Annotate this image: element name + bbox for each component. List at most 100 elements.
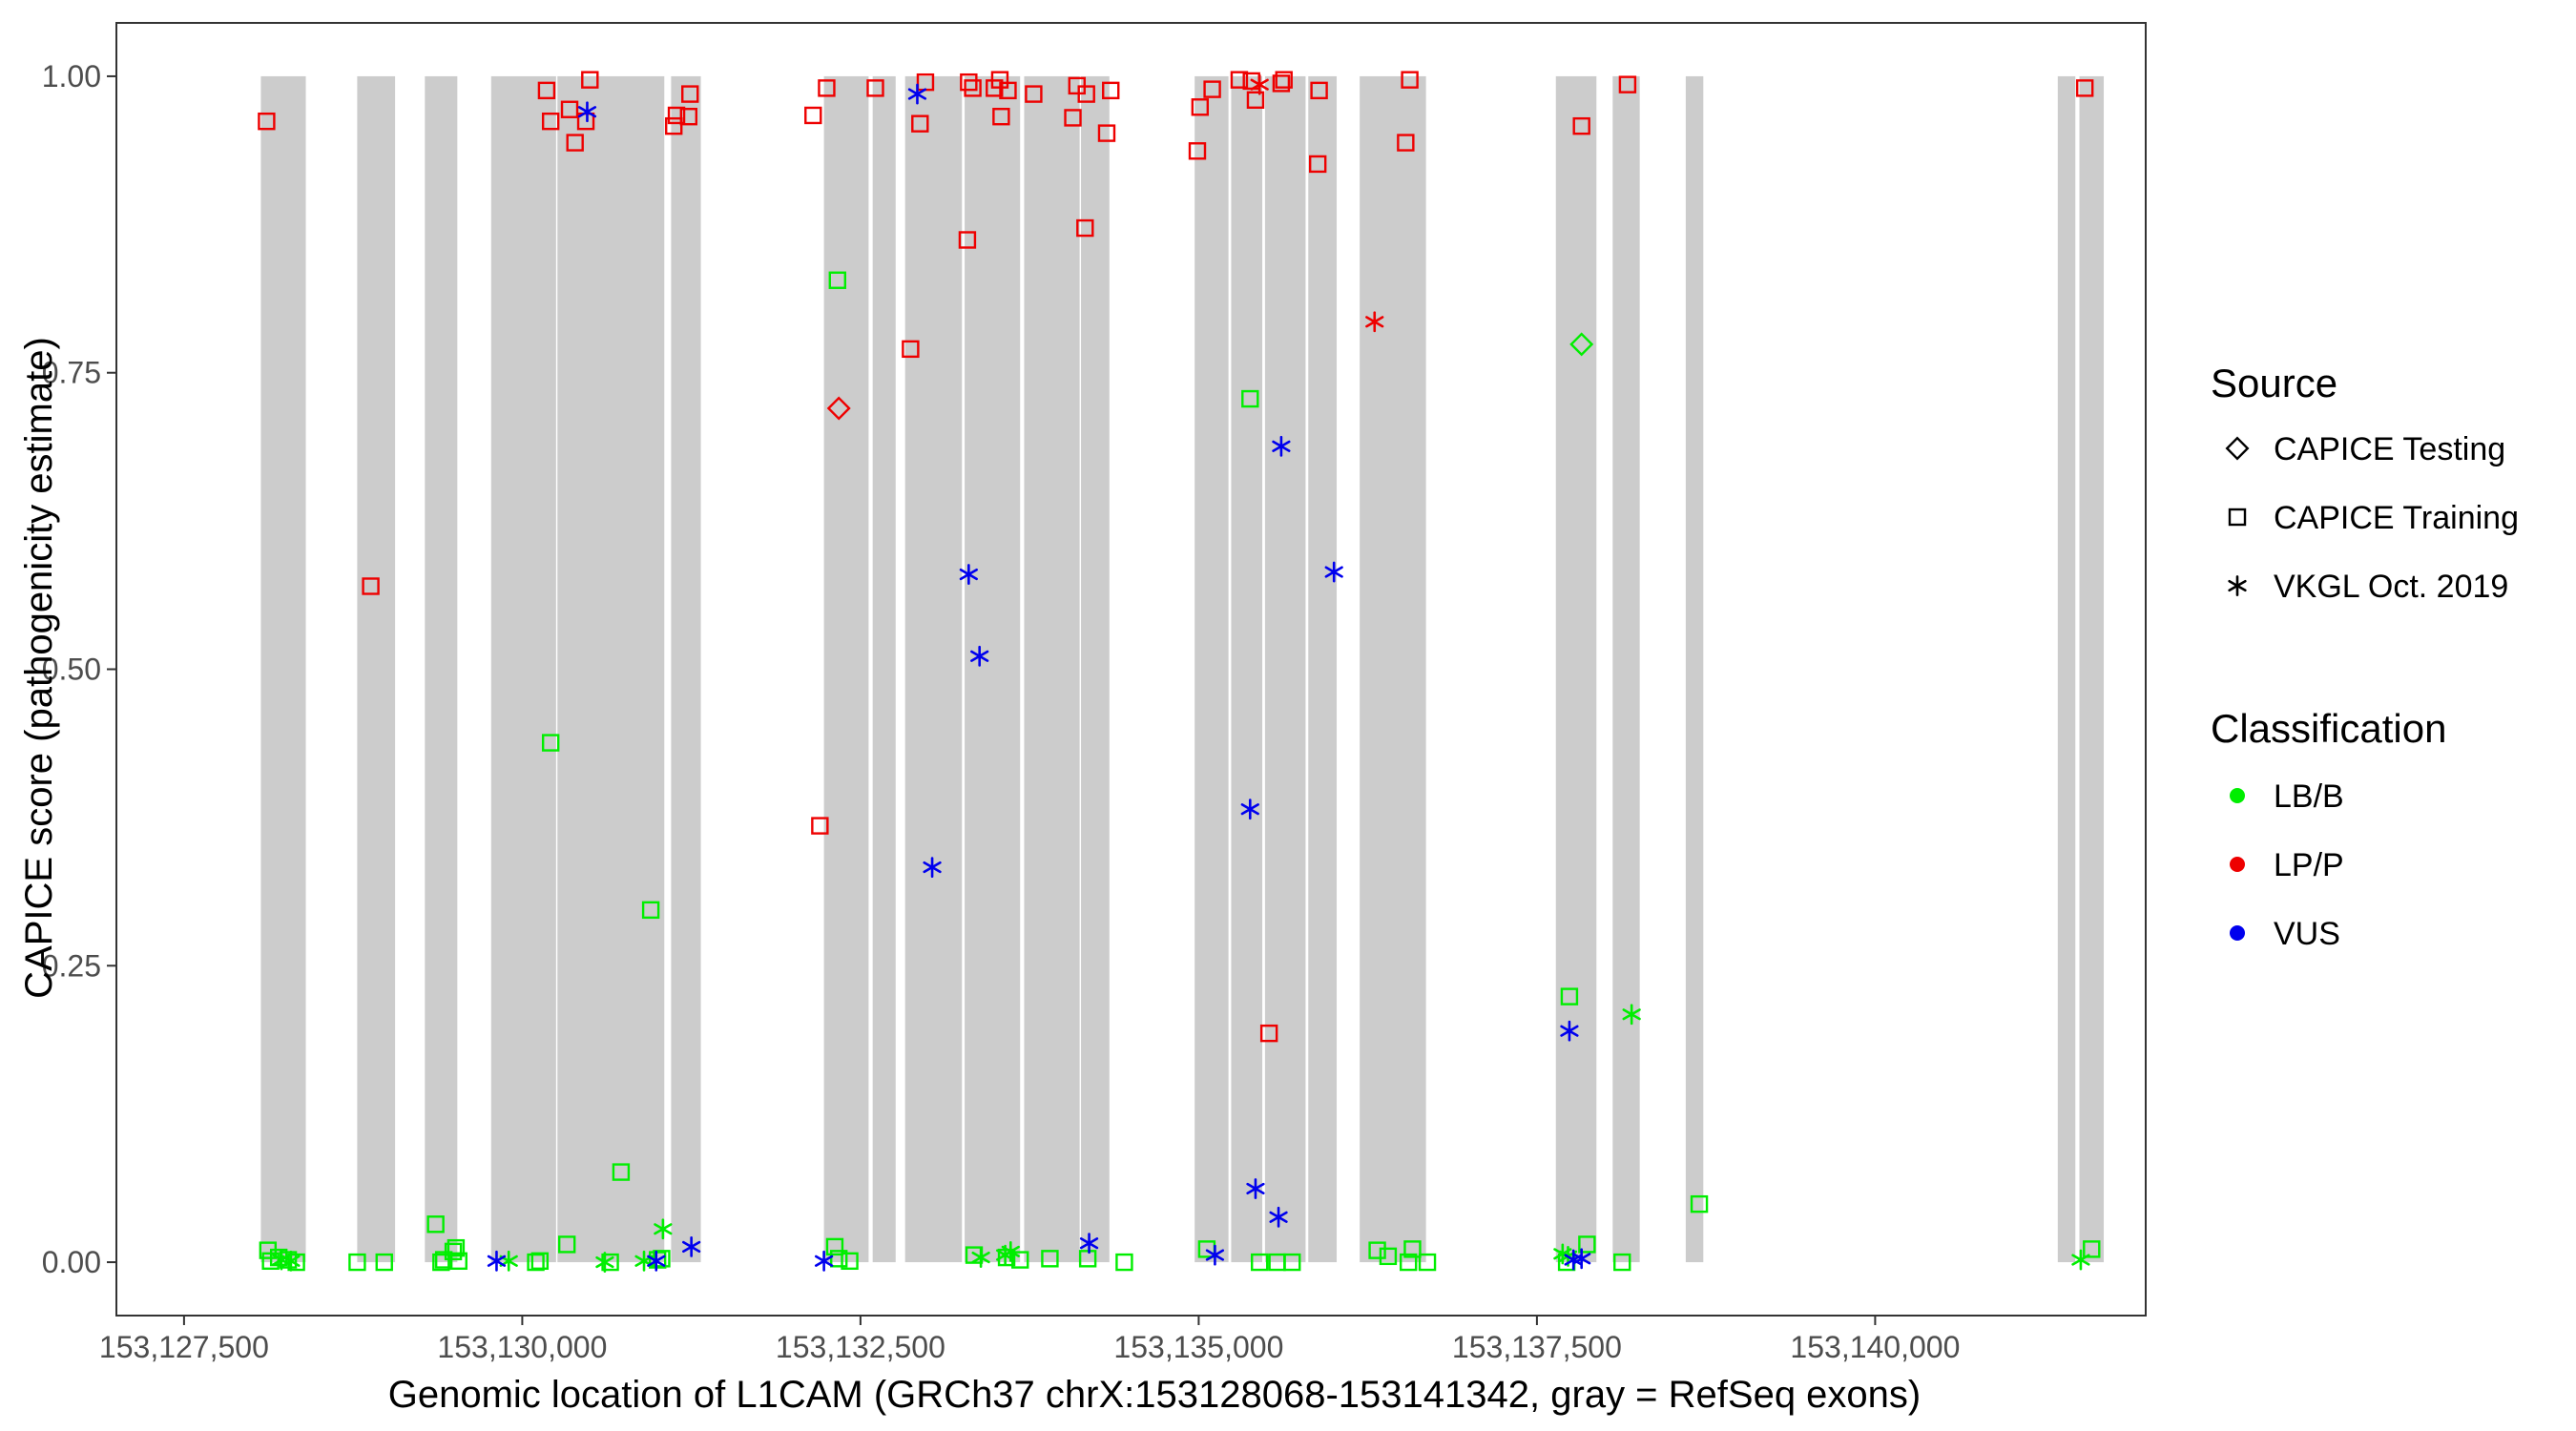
data-point (1259, 1024, 1278, 1043)
data-point (1246, 1178, 1265, 1199)
exon-band (671, 75, 701, 1263)
data-point (595, 1252, 614, 1273)
data-point (1188, 142, 1207, 160)
data-point (1078, 1250, 1097, 1268)
data-point (828, 271, 846, 289)
data-point (1572, 1248, 1591, 1270)
exon-band (1612, 75, 1640, 1263)
data-point (1572, 116, 1590, 135)
data-point (1401, 71, 1419, 89)
legend-square-icon (2228, 508, 2247, 527)
x-tick-label: 153,132,500 (776, 1330, 945, 1364)
exon-band (2079, 75, 2105, 1263)
legend-dot-icon (2230, 788, 2245, 803)
data-point (1041, 1250, 1059, 1268)
data-point (682, 1235, 701, 1257)
legend-asterisk-icon (2228, 575, 2247, 596)
data-point (375, 1253, 393, 1272)
data-point (1240, 798, 1259, 820)
data-point (1560, 1020, 1579, 1042)
data-point (1025, 85, 1043, 103)
legend-source-label: VKGL Oct. 2019 (2274, 569, 2508, 605)
legend-dot-icon (2230, 925, 2245, 941)
x-tick-label: 153,140,000 (1790, 1330, 1960, 1364)
data-point (649, 1251, 667, 1269)
data-point (667, 106, 686, 125)
data-point (1365, 311, 1384, 333)
data-point (2075, 79, 2094, 97)
exon-band (872, 75, 896, 1263)
data-point (537, 81, 556, 100)
data-point (1308, 155, 1327, 174)
data-point (487, 1250, 507, 1272)
exon-band (490, 75, 556, 1263)
x-tick-label: 153,127,500 (99, 1330, 269, 1364)
exon-band (1360, 75, 1426, 1263)
data-point (1310, 81, 1328, 100)
legend-source-label: CAPICE Testing (2274, 431, 2505, 467)
data-point (348, 1253, 366, 1272)
data-point (818, 79, 836, 97)
y-tick-label: 0.00 (42, 1245, 101, 1279)
y-axis-title: CAPICE score (pathogenicity estimate) (18, 337, 60, 999)
data-point (830, 1250, 848, 1268)
data-point (1368, 1241, 1386, 1259)
data-point (825, 1237, 844, 1256)
data-point (581, 71, 599, 89)
data-point (964, 79, 982, 97)
exon-band (1685, 75, 1704, 1263)
legend-source-label: CAPICE Training (2274, 500, 2519, 536)
legend: Source CAPICE Testing CAPICE Training VKGL… (2211, 361, 2519, 952)
exon-band (1555, 75, 1597, 1263)
y-tick-label: 1.00 (42, 59, 101, 93)
exon-band (2057, 75, 2076, 1263)
legend-diamond-icon (2225, 436, 2250, 461)
exon-band (1264, 75, 1306, 1263)
data-point (1064, 109, 1082, 127)
data-point (959, 564, 978, 585)
data-point (1001, 1240, 1020, 1262)
data-point (444, 1242, 463, 1261)
plot-panel-border (115, 22, 2147, 1317)
data-point (560, 100, 579, 118)
data-point (1102, 81, 1120, 100)
data-point (970, 645, 989, 667)
data-point (2083, 1240, 2101, 1258)
data-point (1230, 71, 1249, 89)
exon-band (425, 75, 458, 1263)
data-point (1077, 85, 1095, 103)
exon-band (823, 75, 869, 1263)
data-point (1618, 75, 1637, 93)
legend-classification-label: LB/B (2274, 778, 2344, 815)
data-point (1613, 1253, 1631, 1272)
exon-band (1195, 75, 1229, 1263)
data-point (815, 1250, 834, 1272)
x-axis: 153,127,500 153,130,000 153,132,500 153,135… (99, 1316, 1960, 1364)
data-point (1250, 73, 1269, 95)
data-point (1324, 561, 1343, 583)
data-point (527, 1253, 545, 1272)
data-point (1246, 91, 1265, 110)
data-point (1115, 1253, 1133, 1272)
data-point (1241, 389, 1259, 408)
data-point (577, 101, 597, 123)
data-point (566, 134, 584, 152)
data-point (641, 901, 660, 920)
data-point (1076, 218, 1094, 238)
exon-band (1308, 75, 1338, 1263)
data-point (902, 340, 920, 359)
exon-band (1024, 75, 1080, 1263)
data-point (1578, 1235, 1596, 1254)
x-tick-label: 153,137,500 (1452, 1330, 1622, 1364)
data-point (958, 231, 977, 249)
data-point (449, 1252, 467, 1271)
data-point (612, 1163, 631, 1181)
data-point (681, 85, 699, 103)
data-point (530, 1252, 550, 1271)
data-point (1560, 987, 1579, 1006)
x-tick-label: 153,135,000 (1113, 1330, 1283, 1364)
data-point (992, 108, 1010, 126)
y-tick-label: 0.75 (42, 356, 101, 390)
legend-classification-title: Classification (2211, 706, 2446, 751)
exon-band (1081, 75, 1110, 1263)
